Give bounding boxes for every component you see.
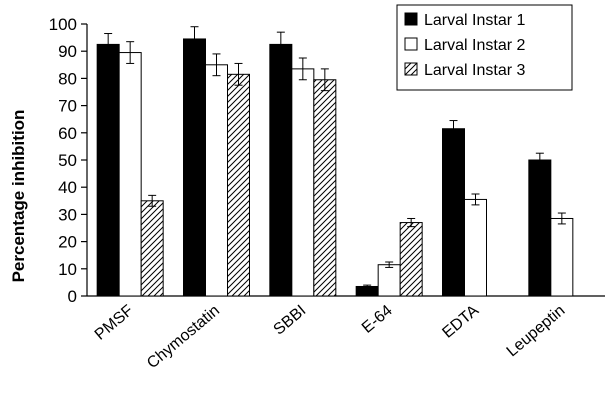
bar — [399, 222, 423, 297]
y-tick-label: 10 — [58, 260, 77, 279]
bar — [269, 43, 293, 297]
bar — [377, 264, 401, 297]
legend-swatch — [404, 62, 418, 76]
y-tick-label: 70 — [58, 97, 77, 116]
bar — [205, 64, 228, 297]
y-tick-label: 30 — [58, 205, 77, 224]
bar — [183, 38, 206, 297]
y-axis-title: Percentage inhibition — [9, 110, 28, 283]
legend-label: Larval Instar 1 — [424, 12, 525, 29]
y-tick-label: 50 — [58, 151, 77, 170]
bar — [291, 68, 315, 297]
legend-label: Larval Instar 3 — [424, 62, 525, 79]
x-tick-label: Chymostatin — [144, 302, 223, 372]
x-tick-label: PMSF — [92, 302, 137, 344]
bar — [550, 217, 574, 297]
legend-swatch — [404, 12, 418, 26]
bar — [528, 159, 552, 297]
bar — [227, 73, 250, 297]
legend-box — [396, 4, 573, 91]
y-tick-label: 20 — [58, 233, 77, 252]
y-tick-label: 90 — [58, 42, 77, 61]
bar — [313, 79, 337, 297]
x-tick-label: Leupeptin — [504, 302, 569, 360]
bar — [118, 52, 142, 297]
y-tick-label: 40 — [58, 178, 77, 197]
x-tick-label: EDTA — [439, 302, 482, 342]
legend: Larval Instar 1 Larval Instar 2 Larval Ins… — [396, 4, 573, 91]
y-tick-label: 60 — [58, 124, 77, 143]
y-tick-label: 0 — [68, 287, 77, 306]
y-tick-label: 80 — [58, 69, 77, 88]
bar — [96, 43, 120, 297]
bar — [140, 200, 164, 297]
legend-label: Larval Instar 2 — [424, 37, 525, 54]
bar — [464, 198, 487, 297]
legend-swatch — [404, 37, 418, 51]
x-tick-label: SBBI — [271, 302, 310, 338]
y-tick-label: 100 — [49, 15, 77, 34]
x-tick-label: E-64 — [359, 302, 396, 337]
bar — [442, 128, 465, 297]
